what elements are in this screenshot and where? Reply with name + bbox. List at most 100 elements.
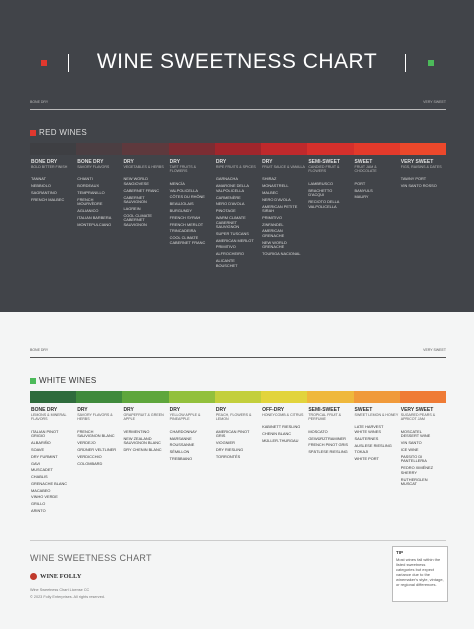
wine: FRENCH SYRAH: [169, 214, 201, 220]
wine: TREBBIANO: [169, 455, 193, 461]
sweetness-bar: [122, 143, 170, 155]
wine-column: DRY TART FRUITS & FLOWERS MENCÍA VALPOLICEL…: [170, 159, 215, 247]
section-title: RED WINES: [39, 128, 88, 137]
wine: PASSITO DI PANTELLERIA: [400, 453, 427, 464]
wine: ICE WINE: [400, 446, 419, 452]
wine: FRENCH SAUVIGNON BLANC: [77, 428, 115, 439]
section-title: WHITE WINES: [39, 376, 97, 385]
wine: LAMBRUSCO: [308, 180, 333, 186]
tip-box: TIP Most wines fall within the listed swe…: [392, 546, 448, 602]
sweetness-bar: [399, 143, 447, 155]
wine: VIOGNIER: [215, 440, 235, 446]
wine: GARNACHA: [215, 176, 238, 182]
wine: MACABEO: [31, 487, 51, 493]
flavor: LEMONS & MINERAL FLAVORS: [31, 413, 67, 422]
flavor: FIGS, RAISINS & DATES: [400, 165, 442, 169]
wine: TAWNY PORT: [400, 176, 427, 182]
level: OFF-DRY: [262, 407, 285, 413]
wine: RECIOTO DELLA VALPOLICELLA: [308, 198, 340, 209]
wine: TORRONTÉS: [215, 453, 241, 459]
scale-arrow: [30, 109, 446, 110]
wine-column: SEMI-SWEET TROPICAL FRUIT & PERFUME MOSCAT…: [308, 407, 353, 457]
scale-arrow: [30, 357, 446, 358]
sweetness-bar: [168, 391, 216, 403]
wine: GRENACHE BLANC: [31, 480, 68, 486]
wine-column: DRY VEGETABLES & HERBS NEW WORLD SANGIOVES…: [123, 159, 168, 230]
wine-column: OFF-DRY HONEYCOMB & CITRUS KABINETT RIESLI…: [262, 407, 307, 446]
wine: CHABLIS: [31, 474, 48, 480]
wine: AMERICAN MERLOT: [215, 237, 254, 243]
wine: PEDRO XIMÉNEZ SHERRY: [400, 465, 433, 475]
wine: LAGREIN: [123, 205, 141, 211]
wine-column: BONE DRY SAVORY FLAVORS CHIANTI BORDEAUX TEM…: [77, 159, 122, 229]
level: BONE DRY: [31, 407, 58, 413]
wine: SUPER TUSCANS: [215, 230, 249, 236]
page-title: WINE SWEETNESS CHART: [96, 50, 378, 73]
wine: PRIMITIVO: [262, 214, 282, 220]
separator: [68, 54, 69, 72]
wine: FRENCH MOURVÈDRE: [77, 196, 103, 207]
flavor: HONEYCOMB & CITRUS: [262, 413, 304, 417]
flavor: GRAPEFRUIT & GREEN APPLE: [123, 413, 164, 422]
wine: BORDEAUX: [77, 183, 100, 189]
sweetness-bar: [76, 391, 123, 403]
wine: MONASTRELL: [262, 183, 289, 189]
sweetness-bar: [261, 391, 308, 403]
wine: VERDICCHIO: [77, 453, 102, 459]
wine: CABERNET SAUVIGNON: [123, 194, 147, 205]
wine: PORT: [354, 180, 366, 186]
wine-column: SEMI-SWEET CANDIED FRUIT & FLOWERS LAMBRUS…: [308, 159, 353, 211]
level: DRY: [169, 407, 181, 413]
wine: AMERICAN PINOT GRIS: [215, 428, 250, 439]
wine: ITALIAN BARBERA: [77, 214, 112, 220]
wine-column: SWEET FRUIT JAM & CHOCOLATE PORT BANYULS MAU…: [355, 159, 400, 202]
wine: MÜLLER-THURGAU: [262, 437, 299, 443]
separator: [405, 54, 406, 72]
section-marker: [30, 378, 36, 384]
wine: DRY CHENIN BLANC: [123, 446, 162, 452]
wine: MAURY: [354, 194, 369, 200]
wine: MOSCATEL DESSERT WINE: [400, 428, 431, 439]
wine: MENCÍA: [169, 180, 185, 186]
wine: NEW WORLD GRENACHE: [262, 239, 287, 250]
wine: TRINCADEIRA: [169, 228, 197, 234]
wine: AMERICAN GRENACHE: [262, 228, 285, 239]
wine: CHIANTI: [77, 176, 93, 182]
wine: BANYULS: [354, 187, 373, 193]
sweetness-bar: [214, 143, 262, 155]
wine: DRY RIESLING: [215, 446, 244, 452]
level: DRY: [262, 159, 273, 165]
wine: ITALIAN PINOT GRIGIO: [31, 428, 59, 439]
wine-column: DRY YELLOW APPLE & PINEAPPLE CHARDONNAY MAR…: [170, 407, 215, 464]
level: DRY: [123, 407, 134, 413]
red-marker: [41, 60, 47, 66]
level: SWEET: [354, 407, 373, 413]
wine: GRILLO: [31, 501, 46, 507]
flavor: SAVORY FLAVORS & HERBS: [77, 413, 113, 422]
wine: GAVI: [31, 460, 41, 466]
wine: AMERICAN PETITE SIRAH: [262, 203, 298, 214]
wine: BEAUJOLAIS: [169, 201, 194, 207]
level: SWEET: [354, 159, 373, 165]
green-marker: [428, 60, 434, 66]
wine: ROUSSANNE: [169, 442, 195, 448]
logo-mark: [30, 573, 37, 580]
wine: COOL CLIMATE CABERNET FRANC: [169, 235, 206, 245]
wine: ARINTO: [31, 508, 46, 513]
flavor: CANDIED FRUIT & FLOWERS: [308, 165, 340, 174]
wine-column: DRY PEACH, FLOWERS & LEMON AMERICAN PINOT …: [216, 407, 261, 462]
wine: COLOMBARD: [77, 460, 103, 466]
wine: VERMENTINO: [123, 428, 150, 434]
copyright: © 2023 Folly Enterprises. All rights res…: [30, 595, 105, 599]
wine: CHARDONNAY: [169, 428, 198, 434]
wine-column: VERY SWEET SUGARED PEARS & APRICOT JAM MOS…: [401, 407, 446, 489]
wine: MARSANNE: [169, 435, 192, 441]
wine: CARMENÈRE: [215, 194, 241, 200]
wine: SOAVE: [31, 446, 45, 452]
wine: ALBARIÑO: [31, 440, 51, 446]
wine: GEWÜRZTRAMINER: [308, 435, 346, 441]
wine: SHIRAZ: [262, 176, 277, 182]
level: DRY: [77, 407, 88, 413]
section-marker: [30, 130, 36, 136]
level: SEMI-SWEET: [308, 407, 340, 413]
